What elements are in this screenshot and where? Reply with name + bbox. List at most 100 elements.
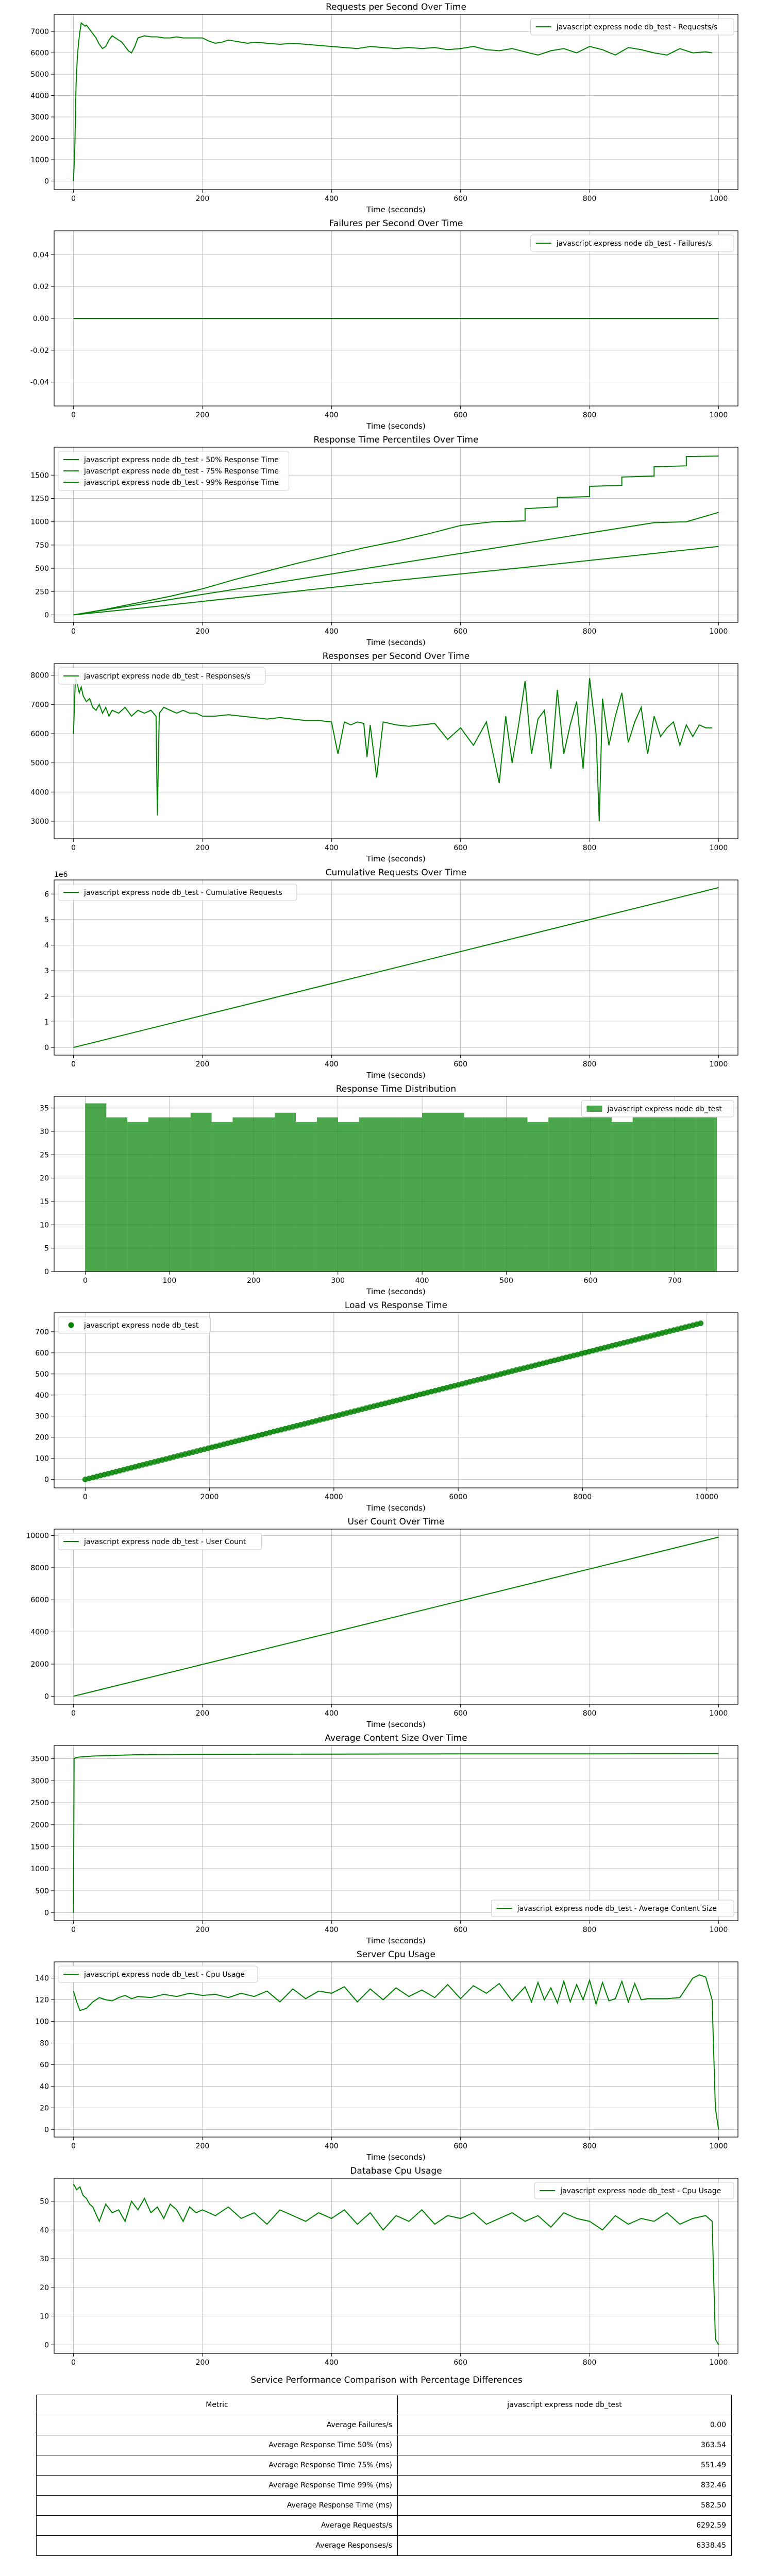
axis-multiplier: 1e6 bbox=[54, 871, 68, 879]
y-tick-label: 10000 bbox=[26, 1532, 49, 1540]
histogram-bar bbox=[548, 1117, 570, 1272]
y-tick-label: 1500 bbox=[30, 471, 49, 480]
histogram-bar bbox=[591, 1117, 612, 1272]
chart-title: Requests per Second Over Time bbox=[326, 2, 466, 12]
plot-area bbox=[82, 1320, 704, 1483]
axes-frame bbox=[54, 1961, 738, 2138]
x-tick-label: 800 bbox=[583, 1709, 597, 1718]
series-line bbox=[73, 1536, 719, 1697]
histogram-bar bbox=[632, 1117, 654, 1272]
charts-area: Requests per Second Over Time 0 200 400 600 8… bbox=[26, 2, 738, 2370]
legend-box bbox=[58, 884, 297, 901]
chart-panel-9: Server Cpu Usage 0 200 400 600 800 1000 0 20 40 60… bbox=[35, 1950, 738, 2162]
axes-frame bbox=[54, 1529, 738, 1705]
x-tick-label: 600 bbox=[453, 1709, 467, 1718]
y-tick-label: 400 bbox=[35, 1392, 49, 1400]
x-tick-label: 100 bbox=[163, 1277, 177, 1285]
legend-label: javascript express node db_test - Cpu Us… bbox=[83, 1971, 245, 1979]
value-cell: 582.50 bbox=[397, 2495, 732, 2516]
summary-header-row: Metric javascript express node db_test bbox=[36, 2395, 732, 2415]
legend-label: javascript express node db_test - 50% Re… bbox=[83, 456, 279, 464]
x-axis-label: Time (seconds) bbox=[366, 421, 426, 431]
y-tick-label: 2000 bbox=[30, 1821, 49, 1829]
y-tick-label: 1000 bbox=[30, 1865, 49, 1873]
metric-cell: Average Responses/s bbox=[36, 2535, 398, 2556]
axes-frame bbox=[54, 1096, 738, 1272]
y-tick-label: 1000 bbox=[30, 518, 49, 527]
series-line bbox=[73, 887, 719, 1048]
x-tick-label: 0 bbox=[83, 1493, 88, 1501]
x-tick-label: 200 bbox=[196, 1060, 210, 1069]
y-tick-label: 140 bbox=[35, 1974, 49, 1982]
y-tick-label: 750 bbox=[35, 541, 49, 550]
x-tick-label: 0 bbox=[71, 844, 76, 852]
axes-frame bbox=[54, 663, 738, 839]
y-tick-label: 20 bbox=[40, 1175, 49, 1183]
chart-panel-0: Requests per Second Over Time 0 200 400 600 8… bbox=[30, 2, 738, 214]
x-tick-label: 200 bbox=[196, 411, 210, 419]
plot-area bbox=[73, 677, 712, 822]
histogram-bar bbox=[485, 1117, 507, 1272]
plot-area bbox=[73, 887, 719, 1048]
histogram-bar bbox=[106, 1117, 128, 1272]
y-tick-label: 0 bbox=[44, 1044, 49, 1052]
y-tick-label: 0 bbox=[44, 1909, 49, 1918]
histogram-bar bbox=[401, 1117, 423, 1272]
legend: javascript express node db_test - Reques… bbox=[530, 18, 734, 36]
y-tick-label: 50 bbox=[40, 2198, 49, 2206]
x-tick-label: 500 bbox=[499, 1277, 513, 1285]
chart-title: Response Time Percentiles Over Time bbox=[313, 435, 478, 445]
x-tick-label: 400 bbox=[325, 628, 339, 636]
x-tick-label: 600 bbox=[453, 411, 467, 419]
y-tick-label: 120 bbox=[35, 1996, 49, 2004]
y-tick-label: 40 bbox=[40, 2082, 49, 2091]
x-tick-label: 200 bbox=[196, 628, 210, 636]
x-tick-label: 400 bbox=[325, 2359, 339, 2367]
x-tick-label: 400 bbox=[415, 1277, 429, 1285]
legend-box bbox=[58, 1316, 211, 1334]
summary-table-section: Service Performance Comparison with Perc… bbox=[0, 2375, 773, 2556]
y-tick-label: 60 bbox=[40, 2061, 49, 2069]
legend-swatch bbox=[68, 1322, 74, 1328]
legend-label: javascript express node db_test - Cumula… bbox=[83, 889, 282, 897]
chart-title: Response Time Distribution bbox=[336, 1084, 456, 1094]
x-tick-label: 1000 bbox=[710, 1709, 728, 1718]
x-tick-label: 800 bbox=[583, 628, 597, 636]
chart-panel-2: Response Time Percentiles Over Time 0 200 4… bbox=[30, 435, 738, 647]
plot-area bbox=[73, 1536, 719, 1697]
histogram-bar bbox=[190, 1112, 212, 1272]
x-tick-label: 1000 bbox=[710, 1060, 728, 1069]
x-axis-label: Time (seconds) bbox=[366, 1720, 426, 1729]
x-tick-label: 0 bbox=[71, 411, 76, 419]
x-tick-label: 200 bbox=[196, 195, 210, 203]
table-row: Average Response Time 75% (ms) 551.49 bbox=[36, 2455, 732, 2476]
x-tick-label: 4000 bbox=[325, 1493, 343, 1501]
y-tick-label: 3000 bbox=[30, 818, 49, 826]
x-tick-label: 0 bbox=[71, 2142, 76, 2150]
x-tick-label: 800 bbox=[583, 2359, 597, 2367]
histogram-bar bbox=[338, 1122, 359, 1272]
axes-frame bbox=[54, 1312, 738, 1488]
legend-label: javascript express node db_test - Averag… bbox=[517, 1905, 717, 1913]
legend: javascript express node db_test - Cpu Us… bbox=[534, 2182, 734, 2199]
plot-area bbox=[73, 1974, 719, 2130]
x-tick-label: 600 bbox=[453, 2359, 467, 2367]
y-tick-label: 100 bbox=[35, 1455, 49, 1463]
y-tick-label: 5 bbox=[44, 1245, 49, 1253]
x-tick-label: 400 bbox=[325, 411, 339, 419]
x-tick-label: 800 bbox=[583, 1926, 597, 1934]
x-tick-label: 2000 bbox=[200, 1493, 219, 1501]
table-row: Average Response Time 50% (ms) 363.54 bbox=[36, 2435, 732, 2455]
y-tick-label: 2 bbox=[44, 993, 49, 1001]
scatter-point bbox=[698, 1320, 704, 1326]
series-line bbox=[73, 2183, 719, 2345]
y-tick-label: 30 bbox=[40, 1128, 49, 1136]
histogram-bar bbox=[316, 1117, 338, 1272]
axes-frame bbox=[54, 230, 738, 406]
table-row: Average Requests/s 6292.59 bbox=[36, 2515, 732, 2536]
metric-header: Metric bbox=[36, 2395, 398, 2415]
metric-cell: Average Response Time 75% (ms) bbox=[36, 2455, 398, 2476]
legend: javascript express node db_test - 50% Re… bbox=[58, 451, 290, 491]
x-tick-label: 0 bbox=[71, 2359, 76, 2367]
y-tick-label: -0.02 bbox=[30, 347, 49, 355]
